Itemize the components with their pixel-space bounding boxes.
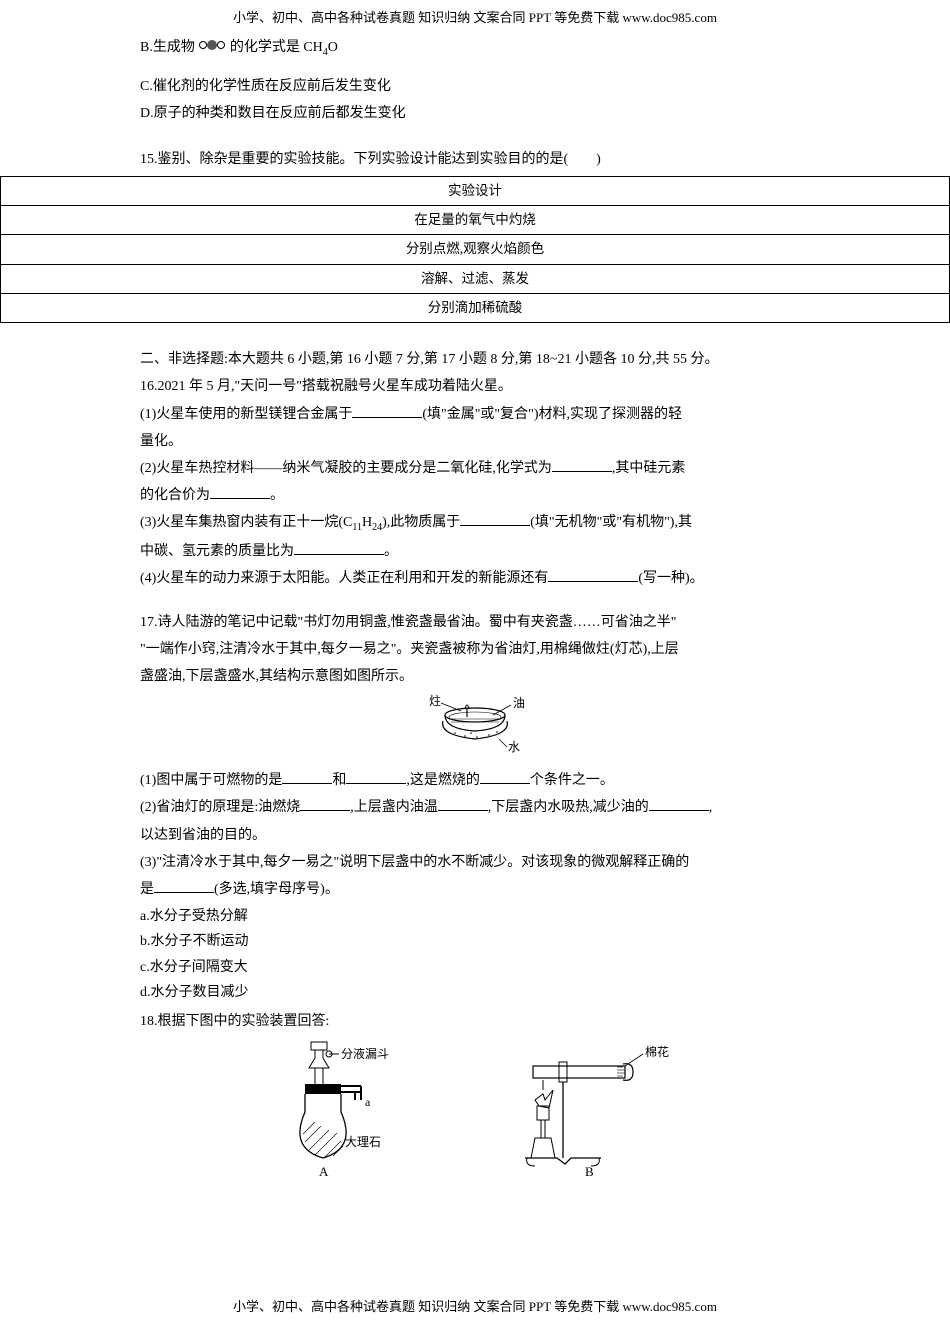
q17-2d: , [709,800,713,815]
q17-3b: 是 [140,882,154,897]
molecule-icon [198,36,226,61]
blank [352,404,422,418]
q17-2c: ,下层盏内水吸热,减少油的 [488,800,649,815]
experiment-table: 实验设计 在足量的氧气中灼烧 分别点燃,观察火焰颜色 溶解、过滤、蒸发 分别滴加… [0,176,950,323]
q17-intro2: "一端作小窍,注清冷水于其中,每夕一易之"。夹瓷盏被称为省油灯,用棉绳做炷(灯芯… [140,637,810,662]
label-shui: 水 [508,740,520,754]
svg-text:B: B [585,1164,594,1179]
q17-options: a.水分子受热分解 b.水分子不断运动 c.水分子间隔变大 d.水分子数目减少 [140,904,810,1005]
q16-intro: 16.2021 年 5 月,"天问一号"搭载祝融号火星车成功着陆火星。 [140,374,810,399]
q16-4: (4)火星车的动力来源于太阳能。人类正在利用和开发的新能源还有 (写一种)。 [140,566,810,591]
svg-text:A: A [319,1164,329,1179]
table-header: 实验设计 [1,176,950,205]
q18-intro: 18.根据下图中的实验装置回答: [140,1009,810,1034]
blank [300,797,350,811]
oil-lamp-figure: 炷 油 水 [140,693,810,764]
blank [294,541,384,555]
apparatus-a: 分液漏斗 a 大理石 A [275,1040,425,1189]
q16-3a: (3)火星车集热窗内装有正十一烷(C [140,515,352,530]
opt-b: b.水分子不断运动 [140,929,810,954]
main-content: B.生成物 的化学式是 CH4O C.催化剂的化学性质在反应前后发生变化 D.原… [0,35,950,1229]
table-row: 溶解、过滤、蒸发 [1,264,950,293]
blank [154,879,214,893]
opt-c: c.水分子间隔变大 [140,955,810,980]
header-link: 小学、初中、高中各种试卷真题 知识归纳 文案合同 PPT 等免费下载 www.d… [0,0,950,35]
q16-4a: (4)火星车的动力来源于太阳能。人类正在利用和开发的新能源还有 [140,571,548,586]
blank [460,512,530,526]
blank [346,770,406,784]
q17-1d: 个条件之一。 [530,773,614,788]
sub24: 24 [372,522,382,533]
option-b-pre: B.生成物 [140,40,195,55]
blank [548,568,638,582]
q17-2e: 以达到省油的目的。 [140,823,810,848]
table-row: 在足量的氧气中灼烧 [1,206,950,235]
blank [282,770,332,784]
q15-intro: 15.鉴别、除杂是重要的实验技能。下列实验设计能达到实验目的的是( ) [140,147,810,172]
q16-2c: 的化合价为 [140,488,210,503]
q17-1b: 和 [332,773,346,788]
apparatus-b: 棉花 B [505,1040,675,1189]
option-c: C.催化剂的化学性质在反应前后发生变化 [140,74,810,99]
blank [480,770,530,784]
blank [210,485,270,499]
section2-intro: 二、非选择题:本大题共 6 小题,第 16 小题 7 分,第 17 小题 8 分… [140,347,810,372]
q16-2b: ,其中硅元素 [612,461,686,476]
q16-1: (1)火星车使用的新型镁锂合金属于 (填"金属"或"复合")材料,实现了探测器的轻 [140,402,810,427]
q16-2: (2)火星车热控材料——纳米气凝胶的主要成分是二氧化硅,化学式为 ,其中硅元素 [140,456,810,481]
q16-3: (3)火星车集热窗内装有正十一烷(C11H24),此物质属于 (填"无机物"或"有… [140,510,810,537]
q17-2a: (2)省油灯的原理是:油燃烧 [140,800,300,815]
q17-intro3: 盏盛油,下层盏盛水,其结构示意图如图所示。 [140,664,810,689]
table-row: 分别点燃,观察火焰颜色 [1,235,950,264]
q16-3e: 。 [384,544,398,559]
blank [552,458,612,472]
svg-text:棉花: 棉花 [645,1044,669,1059]
q16-1b: (填"金属"或"复合")材料,实现了探测器的轻 [422,407,682,422]
q16-3-line2: 中碳、氢元素的质量比为 。 [140,539,810,564]
blank [649,797,709,811]
q17-1c: ,这是燃烧的 [406,773,480,788]
q17-intro1: 17.诗人陆游的笔记中记载"书灯勿用铜盏,惟瓷盏最省油。蜀中有夹瓷盏……可省油之… [140,610,810,635]
q16-3d: 中碳、氢元素的质量比为 [140,544,294,559]
q16-2d: 。 [270,488,284,503]
q16-2a: (2)火星车热控材料——纳米气凝胶的主要成分是二氧化硅,化学式为 [140,461,552,476]
opt-d: d.水分子数目减少 [140,980,810,1005]
q17-1a: (1)图中属于可燃物的是 [140,773,282,788]
q17-2b: ,上层盏内油温 [350,800,438,815]
sub11: 11 [352,522,362,533]
svg-text:a: a [365,1095,371,1109]
q17-3a: (3)"注清冷水于其中,每夕一易之"说明下层盏中的水不断减少。对该现象的微观解释… [140,850,810,875]
q16-3c: (填"无机物"或"有机物"),其 [530,515,692,530]
q17-1: (1)图中属于可燃物的是 和 ,这是燃烧的 个条件之一。 [140,768,810,793]
label-you: 油 [513,696,525,710]
option-b-post: 的化学式是 CH [230,40,323,55]
q16-2-line2: 的化合价为 。 [140,483,810,508]
option-b: B.生成物 的化学式是 CH4O [140,35,810,62]
q16-3b: ),此物质属于 [382,515,460,530]
q16-1c: 量化。 [140,429,810,454]
svg-text:大理石: 大理石 [345,1135,381,1149]
option-d: D.原子的种类和数目在反应前后都发生变化 [140,101,810,126]
q17-3-line2: 是 (多选,填字母序号)。 [140,877,810,902]
q16-1a: (1)火星车使用的新型镁锂合金属于 [140,407,352,422]
q16-3mid: H [362,515,372,530]
opt-a: a.水分子受热分解 [140,904,810,929]
svg-text:分液漏斗: 分液漏斗 [341,1046,389,1061]
option-b-tail: O [328,40,338,55]
footer-link: 小学、初中、高中各种试卷真题 知识归纳 文案合同 PPT 等免费下载 www.d… [0,1289,950,1324]
q16-4b: (写一种)。 [638,571,703,586]
q18-figures: 分液漏斗 a 大理石 A 棉花 [140,1040,810,1189]
q17-3c: (多选,填字母序号)。 [214,882,339,897]
q17-2: (2)省油灯的原理是:油燃烧 ,上层盏内油温 ,下层盏内水吸热,减少油的, [140,795,810,820]
table-row: 分别滴加稀硫酸 [1,293,950,322]
label-zhu: 炷 [429,694,441,708]
blank [438,797,488,811]
